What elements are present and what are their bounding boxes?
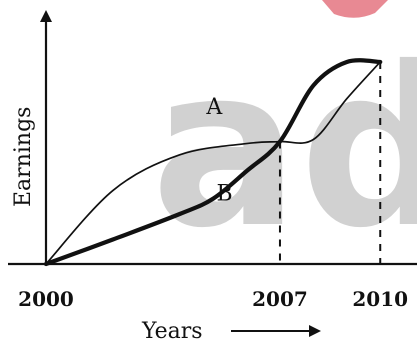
y-axis-title: Earnings (11, 107, 36, 207)
x-axis-title: Years (141, 319, 203, 343)
series-layer (43, 58, 383, 267)
guides-layer (278, 61, 382, 264)
label-layer: A B Years Earnings (11, 95, 321, 343)
x-tick-label-2000: 2000 (18, 287, 74, 311)
tick-layer: 2000 2007 2010 (18, 287, 408, 311)
x-tick-label-2007: 2007 (252, 287, 308, 311)
curve-label-b: B (216, 182, 232, 207)
axes-layer (8, 10, 417, 266)
x-axis-title-arrow-head (309, 325, 321, 337)
curve-label-a: A (205, 95, 223, 120)
y-axis-arrow (40, 10, 52, 22)
watermark-text: ado (151, 20, 417, 276)
series-line-a (45, 61, 382, 265)
x-tick-label-2010: 2010 (352, 287, 408, 311)
series-line-b (43, 58, 383, 267)
watermark-accent (322, 0, 388, 18)
